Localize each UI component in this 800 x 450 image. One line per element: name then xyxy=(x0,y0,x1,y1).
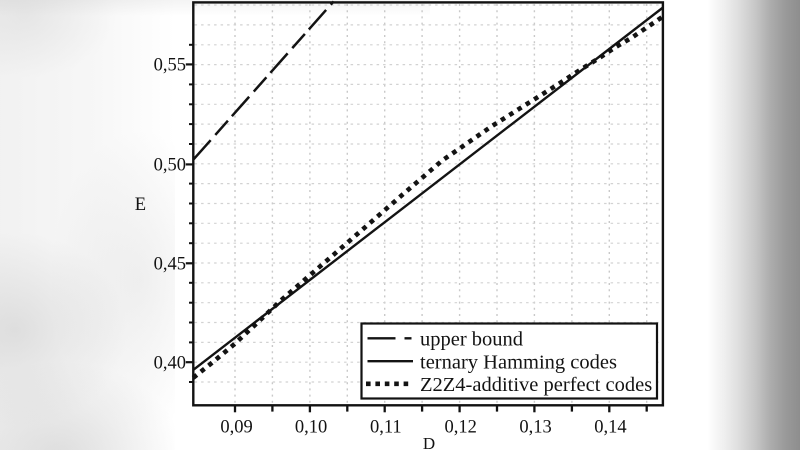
svg-text:E: E xyxy=(135,195,146,215)
svg-text:0,09: 0,09 xyxy=(220,417,252,437)
svg-text:0,12: 0,12 xyxy=(445,417,477,437)
svg-text:Z2Z4-additive perfect codes: Z2Z4-additive perfect codes xyxy=(420,374,652,396)
svg-text:ternary Hamming codes: ternary Hamming codes xyxy=(420,351,617,373)
svg-text:0,13: 0,13 xyxy=(519,417,551,437)
svg-text:upper bound: upper bound xyxy=(420,329,523,351)
svg-text:0,50: 0,50 xyxy=(154,156,186,176)
svg-text:0,45: 0,45 xyxy=(154,255,186,275)
svg-text:D: D xyxy=(423,434,435,450)
svg-text:0,40: 0,40 xyxy=(154,354,186,374)
svg-text:0,14: 0,14 xyxy=(594,417,626,437)
svg-text:0,10: 0,10 xyxy=(295,417,327,437)
svg-text:0,55: 0,55 xyxy=(154,56,186,76)
svg-text:0,11: 0,11 xyxy=(370,417,402,437)
